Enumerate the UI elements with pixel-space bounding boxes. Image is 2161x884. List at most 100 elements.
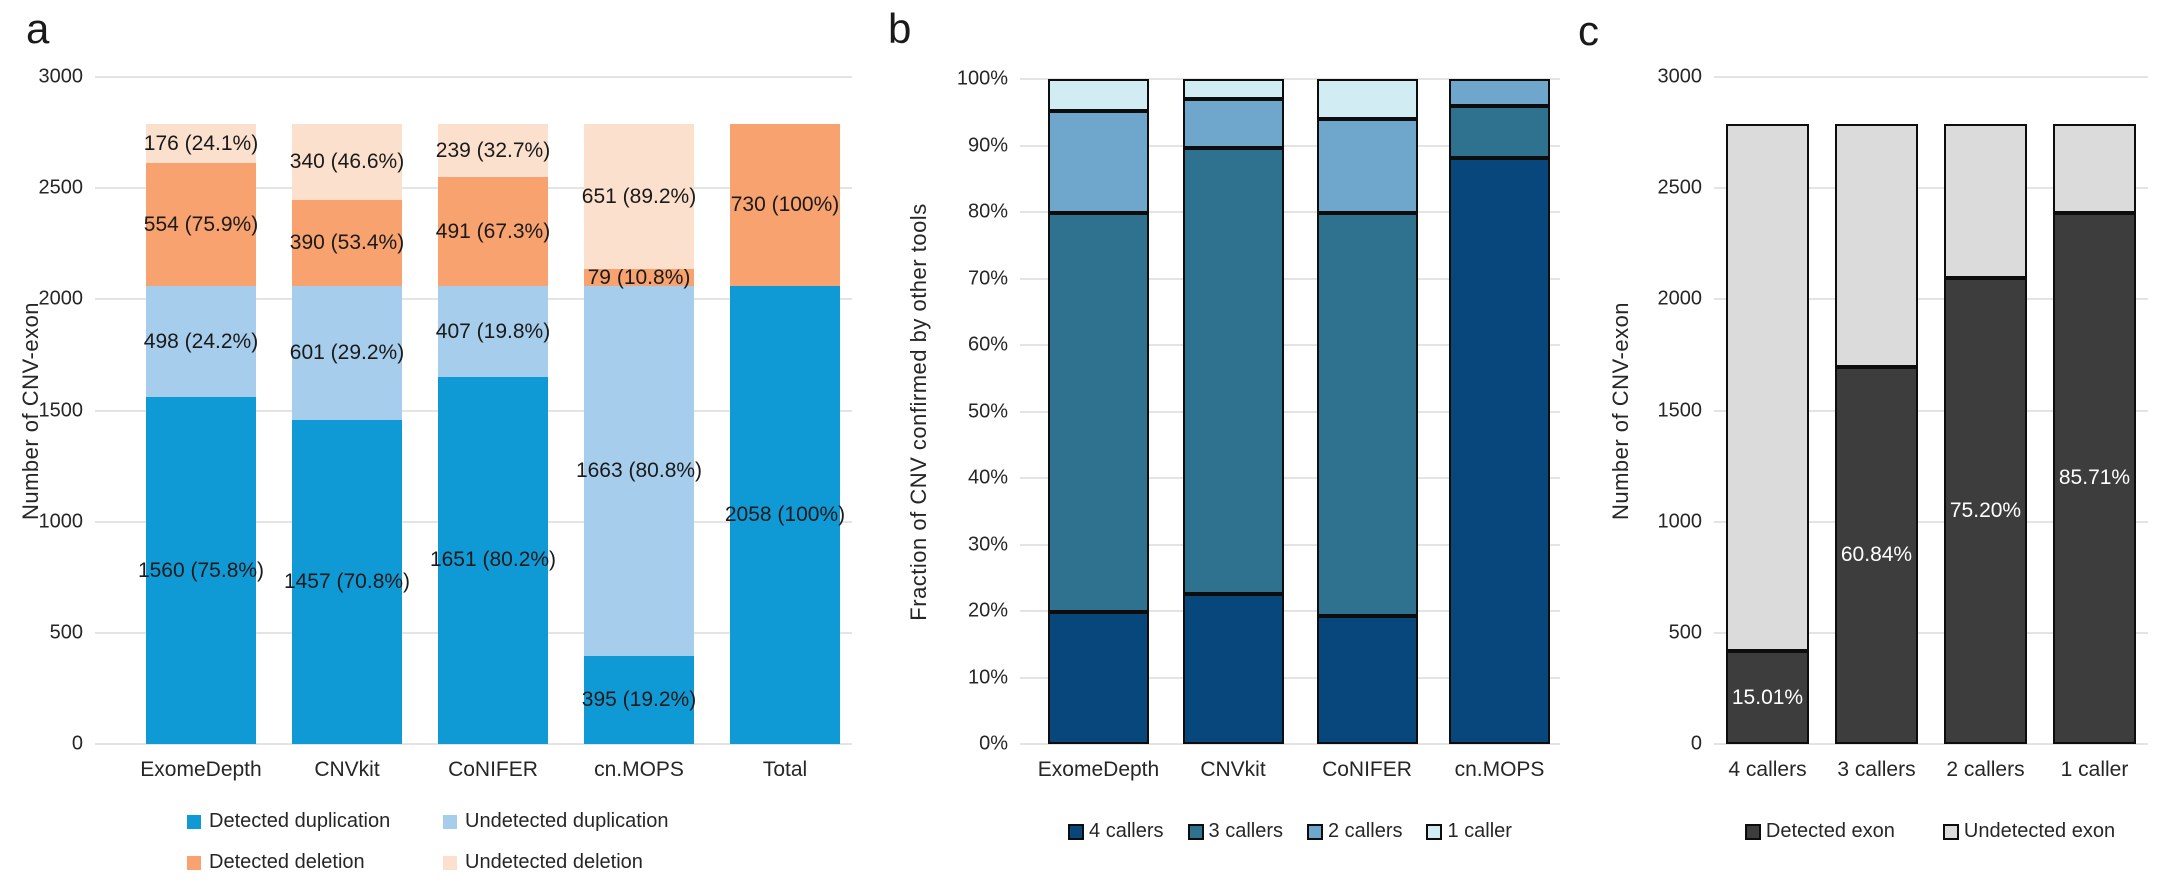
bar-data-label: 79 (10.8%) xyxy=(587,265,691,289)
panel-letter-c: c xyxy=(1578,7,1599,54)
x-axis-label: CNVkit xyxy=(1200,758,1266,781)
y-tick-label: 1000 xyxy=(38,510,84,533)
bar-segment xyxy=(730,124,840,287)
bar-segment xyxy=(1449,105,1550,159)
panel-letter-a: a xyxy=(26,5,50,52)
x-axis-label: 4 callers xyxy=(1728,758,1807,781)
y-tick-label: 1500 xyxy=(1657,399,1703,421)
bar-segment xyxy=(1316,118,1418,213)
gridline xyxy=(1714,631,2148,634)
x-axis-label: CoNIFER xyxy=(448,758,538,781)
bar-segment xyxy=(1726,124,1809,652)
x-axis-label: Total xyxy=(762,758,808,781)
y-tick-label: 90% xyxy=(967,134,1008,156)
bar-segment xyxy=(1316,79,1418,119)
bar-segment xyxy=(1449,79,1550,106)
bar-segment xyxy=(1048,612,1149,744)
bar-segment xyxy=(584,286,694,657)
bar-data-label: 60.84% xyxy=(1840,543,1913,567)
y-tick-label: 2500 xyxy=(1657,176,1703,199)
legend-label: Undetected duplication xyxy=(465,810,669,832)
bar-segment xyxy=(1182,98,1284,149)
bar-segment xyxy=(1449,158,1550,744)
gridline xyxy=(1714,743,2148,745)
legend-item: Undetected exon xyxy=(1942,820,2116,843)
y-tick-label: 50% xyxy=(967,400,1008,422)
gridline xyxy=(1714,187,2148,190)
y-tick-label: 0 xyxy=(1690,732,1702,755)
legend-label: Undetected exon xyxy=(1963,820,2116,842)
bar-segment xyxy=(1048,79,1149,111)
bar-segment xyxy=(146,286,256,398)
y-tick-label: 10% xyxy=(967,666,1008,688)
bar-segment xyxy=(1944,124,2027,278)
legend-swatch-4-callers xyxy=(1068,823,1085,840)
bar-data-label: 239 (32.7%) xyxy=(435,138,551,162)
bar-segment xyxy=(2053,124,2136,213)
y-tick-label: 500 xyxy=(49,621,83,644)
bar-segment xyxy=(1316,212,1418,616)
bar-data-label: 1651 (80.2%) xyxy=(429,548,557,572)
y-tick-label: 0 xyxy=(71,732,83,755)
gridline xyxy=(1020,144,1560,147)
bar-data-label: 15.01% xyxy=(1731,685,1804,709)
gridline xyxy=(1020,743,1560,745)
y-tick-label: 70% xyxy=(967,267,1008,289)
bar-segment xyxy=(146,397,256,744)
gridline xyxy=(1020,676,1560,679)
legend-panel-c: Detected exon Undetected exon xyxy=(1700,820,2160,843)
y-tick-label: 20% xyxy=(967,599,1008,622)
bar-segment xyxy=(292,199,402,287)
legend-item: Undetected deletion xyxy=(443,851,643,874)
bar-segment xyxy=(584,268,694,287)
bar-data-label: 1663 (80.8%) xyxy=(575,459,703,483)
bar-segment xyxy=(146,163,256,287)
legend-item: 1 caller xyxy=(1426,820,1512,843)
legend-item: 3 callers xyxy=(1187,820,1283,843)
bar-data-label: 601 (29.2%) xyxy=(289,341,405,365)
bar-segment xyxy=(1944,277,2027,744)
bar-segment xyxy=(730,286,840,744)
legend-swatch-undetected-duplication xyxy=(443,814,457,829)
legend-label: 1 caller xyxy=(1447,820,1512,842)
bar-data-label: 75.20% xyxy=(1949,498,2022,522)
bar-data-label: 730 (100%) xyxy=(730,193,840,217)
y-tick-label: 40% xyxy=(967,466,1008,489)
x-axis-label: 2 callers xyxy=(1946,758,2025,781)
bar-segment xyxy=(438,124,548,178)
gridline xyxy=(1020,477,1560,479)
legend-swatch-detected-duplication xyxy=(187,814,201,829)
bar-data-label: 2058 (100%) xyxy=(724,503,846,527)
bar-data-label: 1457 (70.8%) xyxy=(283,570,411,594)
legend-label: 2 callers xyxy=(1328,820,1403,842)
bar-segment xyxy=(292,420,402,744)
bar-data-label: 651 (89.2%) xyxy=(581,184,697,208)
gridline xyxy=(1020,344,1560,346)
bar-segment xyxy=(584,124,694,269)
y-tick-label: 1500 xyxy=(38,399,84,421)
legend-swatch-detected-deletion xyxy=(187,855,201,870)
x-axis-label: CoNIFER xyxy=(1322,758,1412,781)
bar-segment xyxy=(438,376,548,744)
legend-swatch-3-callers xyxy=(1187,823,1204,840)
gridline xyxy=(1020,543,1560,546)
legend-label: Detected deletion xyxy=(209,851,365,873)
legend-swatch-undetected-exon xyxy=(1942,823,1959,840)
legend-swatch-1-caller xyxy=(1426,823,1443,840)
legend-item: Detected deletion xyxy=(187,851,365,874)
x-axis-label: 1 caller xyxy=(2060,758,2129,781)
bar-segment xyxy=(438,286,548,377)
gridline xyxy=(1020,610,1560,612)
bar-data-label: 395 (19.2%) xyxy=(581,688,697,712)
legend-swatch-detected-exon xyxy=(1744,823,1761,840)
gridline xyxy=(1714,520,2148,523)
bar-data-label: 176 (24.1%) xyxy=(143,131,259,155)
legend-item: 2 callers xyxy=(1307,820,1402,843)
bar-segment xyxy=(1048,110,1149,213)
bar-segment xyxy=(292,286,402,421)
bar-segment xyxy=(584,656,694,744)
y-tick-label: 30% xyxy=(967,533,1008,555)
gridline xyxy=(1714,76,2148,78)
x-axis-label: cn.MOPS xyxy=(594,758,684,781)
